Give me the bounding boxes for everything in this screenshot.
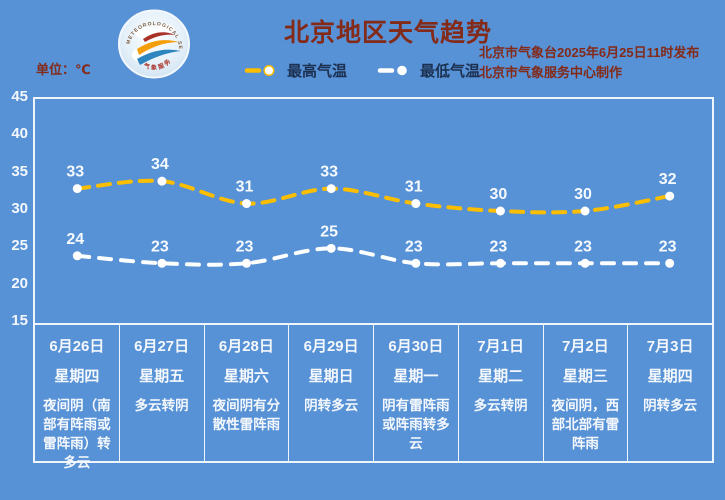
logo-badge-icon: METEOROLOGICAL SERVICE 气象服务	[115, 5, 190, 79]
forecast-cell: 7月3日星期四阴转多云	[627, 325, 712, 461]
legend-item-low-temp: 最低气温	[377, 60, 480, 81]
data-point-marker	[665, 191, 675, 201]
data-point-marker	[580, 258, 590, 268]
chart-canvas: 33 34 31 33 31 30 30 32 24 23 23 25 23 23 23 23	[66, 156, 677, 268]
source-line-2: 北京市气象服务中心制作	[479, 65, 623, 81]
forecast-weekday: 星期五	[139, 368, 185, 385]
forecast-date: 6月28日	[218, 338, 274, 355]
forecast-cell: 7月2日星期三夜间阴，西部北部有雷阵雨	[542, 325, 628, 461]
temperature-value-label: 30	[490, 186, 508, 203]
forecast-date: 7月3日	[646, 338, 694, 355]
forecast-date: 6月29日	[303, 338, 359, 355]
data-point-marker	[157, 258, 167, 268]
temperature-value-label: 34	[151, 156, 169, 173]
temperature-value-label: 31	[236, 179, 254, 196]
forecast-date: 6月27日	[134, 338, 190, 355]
data-point-marker	[326, 184, 336, 194]
temperature-value-label: 24	[66, 231, 84, 248]
temperature-value-label: 23	[236, 238, 254, 255]
forecast-date: 6月26日	[49, 338, 105, 355]
data-point-marker	[665, 258, 675, 268]
data-point-marker	[495, 258, 505, 268]
data-point-marker	[326, 243, 336, 253]
forecast-weekday: 星期一	[393, 368, 439, 385]
low-temp-line	[75, 246, 672, 267]
data-point-marker	[72, 184, 82, 194]
source-info: 北京市气象台2025年6月25日11时发布 北京市气象服务中心制作	[479, 43, 719, 83]
y-axis-tick: 20	[11, 274, 28, 292]
legend-label-low-temp: 最低气温	[420, 63, 481, 80]
forecast-weekday: 星期六	[223, 368, 269, 385]
forecast-weather: 夜间阴，西部北部有雷阵雨	[551, 398, 620, 451]
y-axis-tick: 45	[11, 88, 28, 105]
forecast-cell: 6月30日星期一阴有雷阵雨或阵雨转多云	[373, 325, 458, 461]
data-point-marker	[157, 176, 167, 186]
temperature-value-label: 23	[574, 238, 592, 255]
y-axis-tick: 15	[11, 312, 28, 329]
forecast-cell: 7月1日星期二多云转阴	[457, 325, 543, 461]
page-title: 北京地区天气趋势	[284, 19, 493, 47]
source-line-1: 北京市气象台2025年6月25日11时发布	[479, 45, 700, 60]
meteorological-service-logo: METEOROLOGICAL SERVICE 气象服务	[115, 5, 191, 84]
data-point-marker	[495, 206, 505, 216]
y-axis-tick: 25	[11, 237, 28, 255]
temperature-value-label: 31	[405, 179, 423, 196]
temperature-value-label: 23	[659, 238, 677, 255]
y-axis-tick: 35	[11, 162, 28, 180]
forecast-weather: 夜间阴有分散性雷阵雨	[212, 398, 281, 432]
data-point-marker	[580, 206, 590, 216]
unit-label: 单位：℃	[36, 62, 91, 77]
forecast-cell: 6月26日星期四夜间阴（南部有阵雨或雷阵雨）转多云	[35, 325, 119, 470]
forecast-weekday: 星期二	[478, 368, 524, 385]
high-temp-line	[75, 178, 672, 215]
data-point-marker	[72, 251, 82, 261]
forecast-cell: 6月28日星期六夜间阴有分散性雷阵雨	[203, 325, 289, 461]
temperature-chart: 33 34 31 33 31 30 30 32 24 23 23 25 23 23 23 23	[33, 97, 714, 323]
data-point-marker	[411, 258, 421, 268]
forecast-weather: 阴有雷阵雨或阵雨转多云	[382, 398, 450, 451]
forecast-date: 6月30日	[388, 338, 444, 355]
high-temp-line-icon	[244, 64, 275, 77]
forecast-weekday: 星期三	[562, 368, 608, 385]
y-axis-tick: 40	[11, 125, 28, 143]
temperature-value-label: 25	[320, 223, 338, 240]
y-axis-tick: 30	[11, 200, 28, 217]
temperature-value-label: 33	[66, 164, 84, 181]
forecast-date: 7月1日	[477, 338, 524, 355]
forecast-weather: 多云转阴	[134, 398, 189, 413]
forecast-weather: 阴转多云	[304, 398, 359, 413]
legend-label-high-temp: 最高气温	[287, 63, 348, 80]
forecast-weather: 阴转多云	[643, 398, 698, 413]
temperature-value-label: 32	[659, 171, 677, 188]
temperature-value-label: 30	[574, 186, 592, 203]
temperature-value-label: 23	[490, 238, 508, 255]
forecast-weather: 夜间阴（南部有阵雨或雷阵雨）转多云	[43, 398, 111, 470]
low-temp-line-icon	[377, 65, 407, 76]
temperature-value-label: 33	[320, 164, 338, 181]
data-point-marker	[242, 199, 252, 209]
chart-legend: 最高气温 最低气温	[244, 60, 480, 81]
temperature-value-label: 23	[151, 238, 169, 255]
forecast-weekday: 星期日	[308, 368, 354, 385]
forecast-cell: 6月27日星期五多云转阴	[118, 325, 204, 461]
data-point-marker	[242, 258, 252, 268]
temperature-value-label: 23	[405, 238, 423, 255]
forecast-weekday: 星期四	[54, 368, 100, 385]
forecast-weekday: 星期四	[647, 368, 693, 385]
forecast-weather: 多云转阴	[473, 398, 528, 413]
legend-item-high-temp: 最高气温	[244, 60, 347, 81]
data-point-marker	[411, 199, 421, 209]
forecast-date: 7月2日	[562, 338, 609, 355]
forecast-table: 6月26日 星期四 夜间阴（南部有阵雨或雷阵雨）转多云 6月27日 星期五 多云转阴 6月2…	[33, 323, 714, 470]
forecast-cell: 6月29日星期日阴转多云	[288, 325, 373, 461]
